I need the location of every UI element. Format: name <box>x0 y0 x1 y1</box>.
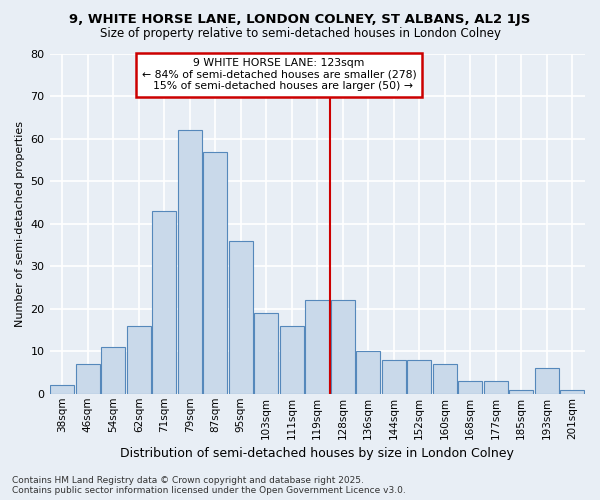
Bar <box>101 347 125 394</box>
Bar <box>509 390 533 394</box>
Text: 9, WHITE HORSE LANE, LONDON COLNEY, ST ALBANS, AL2 1JS: 9, WHITE HORSE LANE, LONDON COLNEY, ST A… <box>70 12 530 26</box>
Y-axis label: Number of semi-detached properties: Number of semi-detached properties <box>15 121 25 327</box>
Bar <box>560 390 584 394</box>
Bar <box>50 386 74 394</box>
Bar <box>178 130 202 394</box>
Bar <box>356 352 380 394</box>
Bar <box>382 360 406 394</box>
Bar <box>535 368 559 394</box>
Bar <box>484 381 508 394</box>
Text: 9 WHITE HORSE LANE: 123sqm
← 84% of semi-detached houses are smaller (278)
  15%: 9 WHITE HORSE LANE: 123sqm ← 84% of semi… <box>142 58 416 92</box>
Bar <box>458 381 482 394</box>
Bar <box>305 300 329 394</box>
Bar <box>331 300 355 394</box>
Text: Contains HM Land Registry data © Crown copyright and database right 2025.
Contai: Contains HM Land Registry data © Crown c… <box>12 476 406 495</box>
X-axis label: Distribution of semi-detached houses by size in London Colney: Distribution of semi-detached houses by … <box>121 447 514 460</box>
Bar <box>280 326 304 394</box>
Bar <box>152 211 176 394</box>
Bar <box>76 364 100 394</box>
Bar <box>433 364 457 394</box>
Bar <box>254 313 278 394</box>
Bar <box>407 360 431 394</box>
Bar <box>229 241 253 394</box>
Bar <box>127 326 151 394</box>
Bar <box>203 152 227 394</box>
Text: Size of property relative to semi-detached houses in London Colney: Size of property relative to semi-detach… <box>100 28 500 40</box>
